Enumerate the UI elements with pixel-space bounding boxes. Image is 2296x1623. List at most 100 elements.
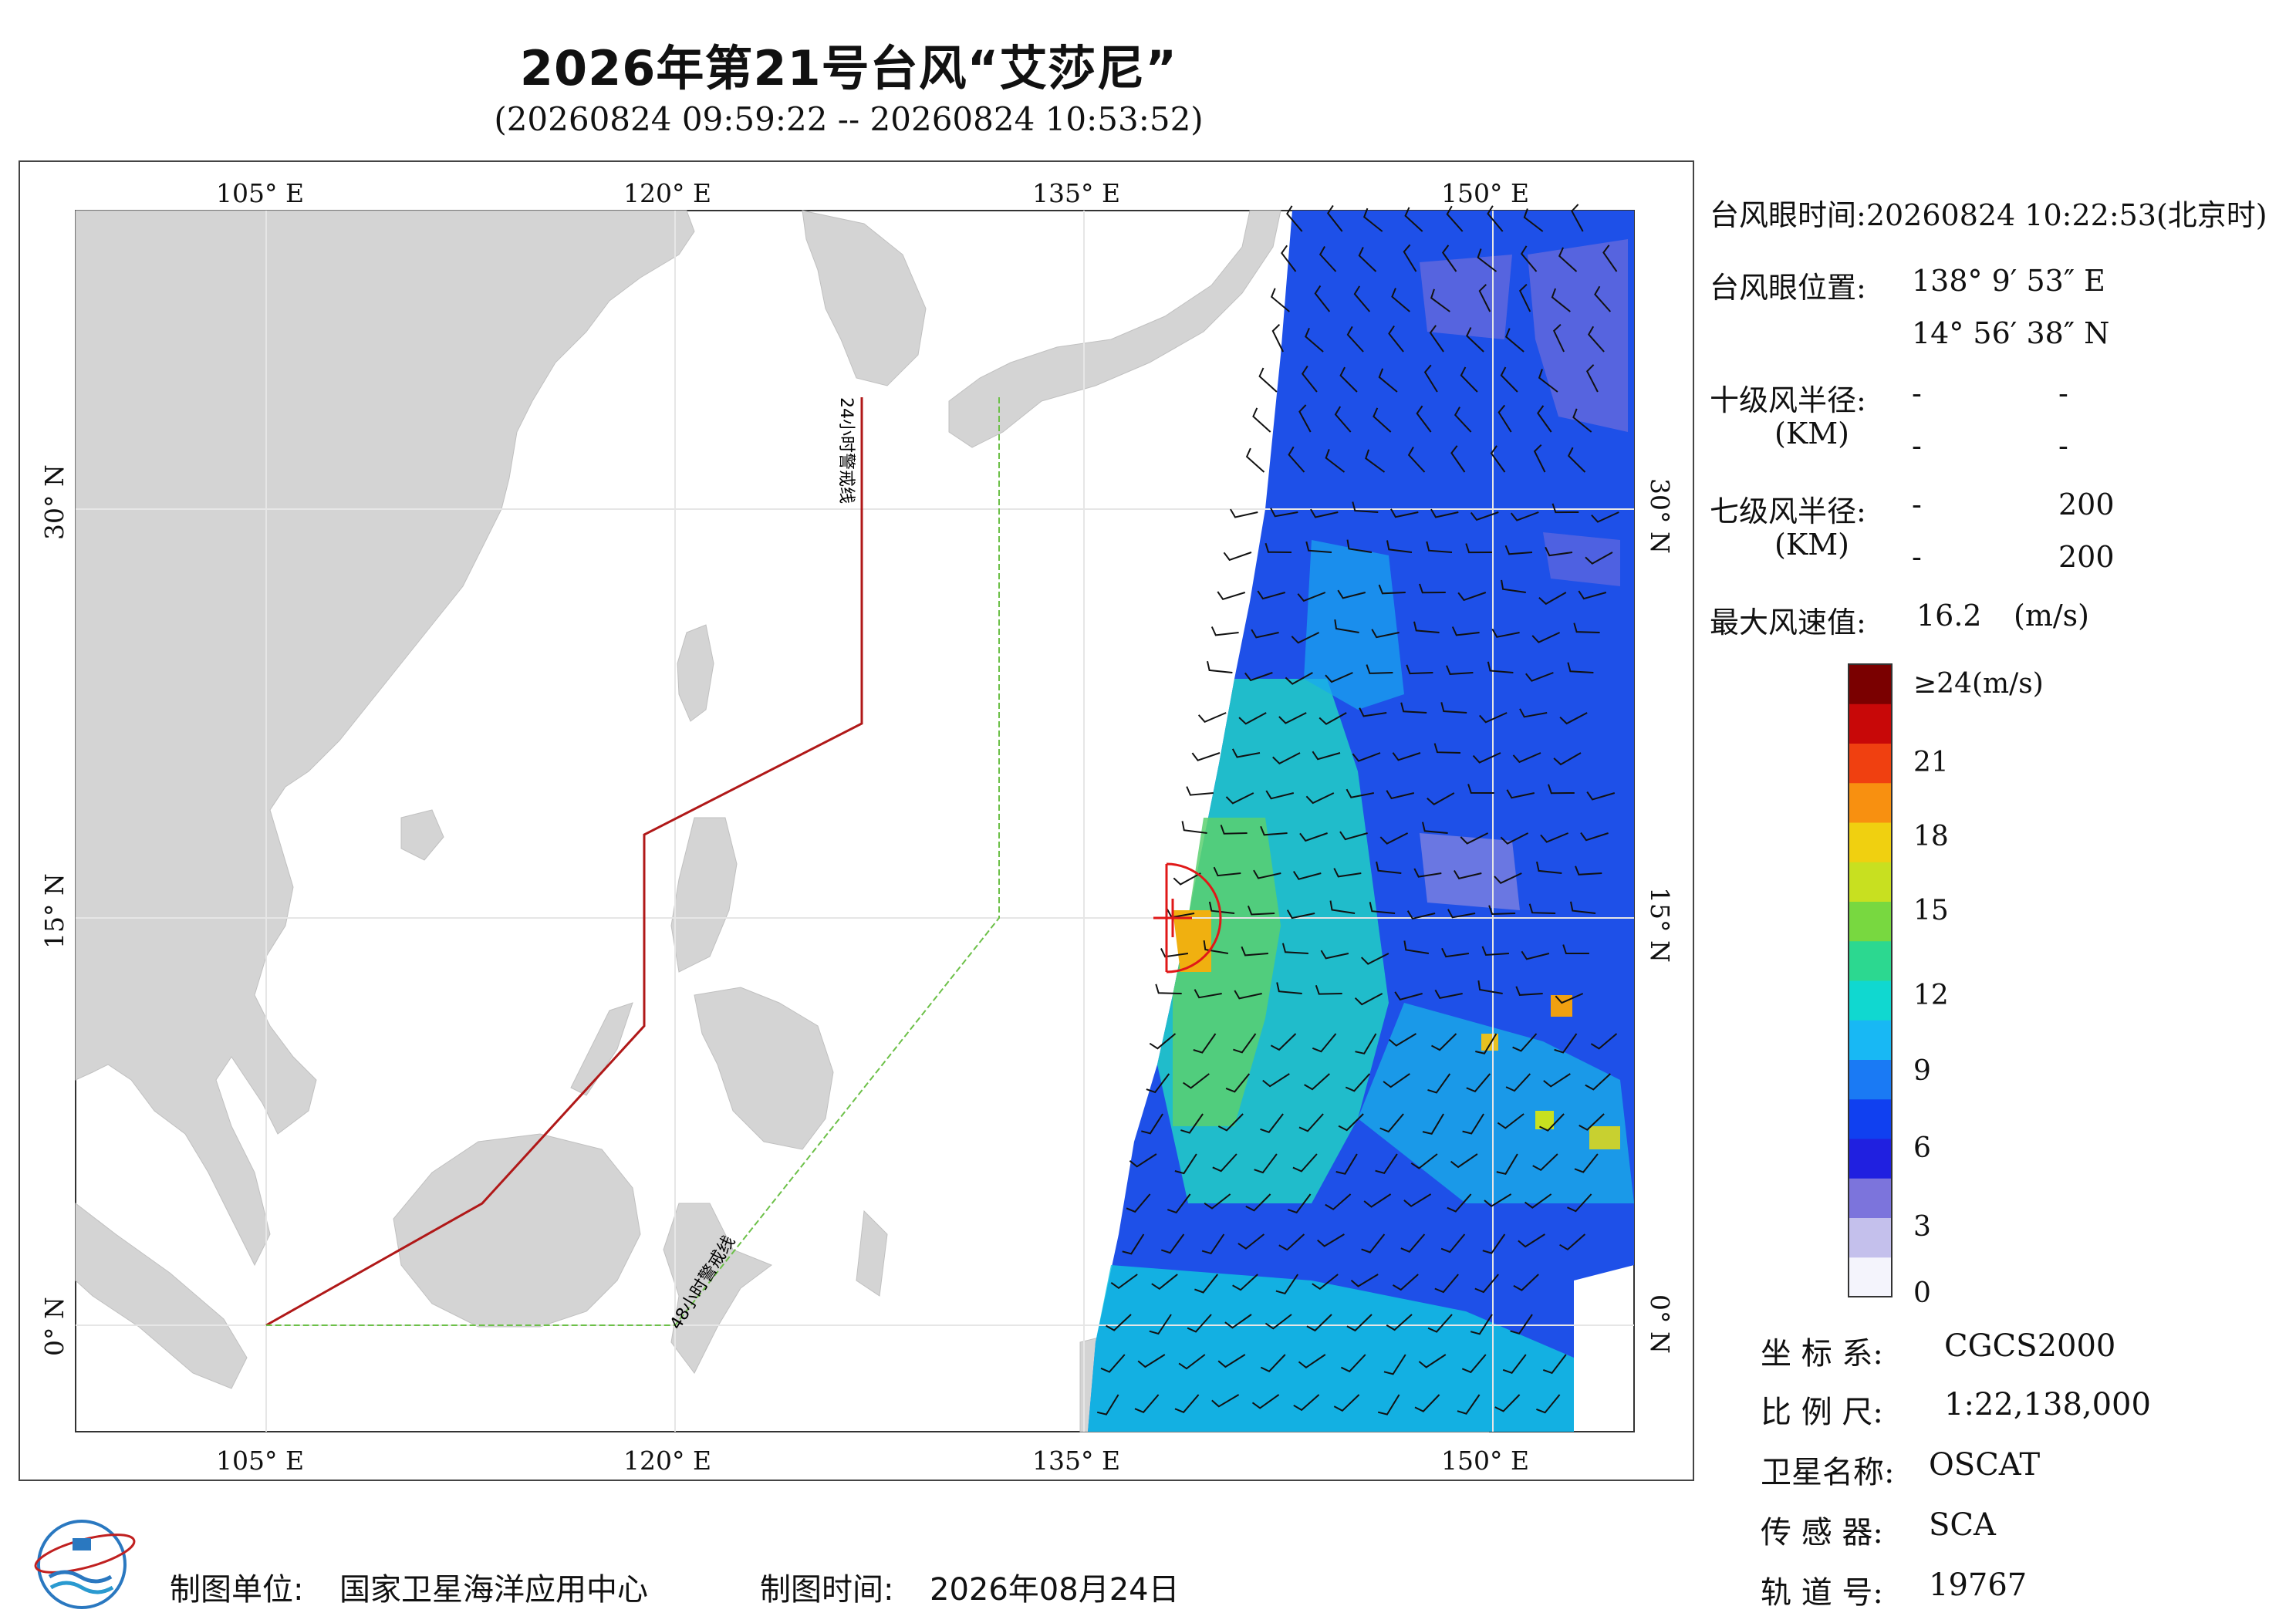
wind-barb [1558, 247, 1578, 272]
wind-barb [1231, 748, 1261, 758]
wind-barb [1363, 208, 1383, 232]
wind-barb [1477, 248, 1497, 272]
wind-barb [1427, 1073, 1451, 1094]
wind-barb [1573, 623, 1600, 633]
satellite-value: OSCAT [1929, 1447, 2041, 1483]
wind-barb [1346, 1314, 1373, 1332]
wind-barb [1100, 1354, 1126, 1373]
wind-barb [1106, 1314, 1132, 1331]
wind-barb [1270, 288, 1290, 312]
colorbar-segment [1849, 704, 1892, 744]
colorbar-segment [1849, 743, 1892, 784]
wind-barb [1470, 1314, 1493, 1335]
colorbar-segment [1849, 1139, 1892, 1179]
wind-barb [1470, 511, 1499, 521]
wind-barb [1254, 1153, 1278, 1174]
wind-barb [1392, 1274, 1419, 1291]
map-title: 2026年第21号台风“艾莎尼” [519, 40, 1178, 96]
wind-barb [1354, 993, 1383, 1006]
sensor-value: SCA [1929, 1507, 1996, 1543]
wind-barb [1504, 545, 1533, 555]
wind-barb [1134, 1394, 1160, 1414]
r10-sw: - [1912, 429, 1922, 463]
wind-barb [1211, 1394, 1240, 1408]
wind-barb [1562, 944, 1589, 954]
wind-barb [1528, 903, 1556, 914]
wind-barb [1245, 1193, 1271, 1212]
wind-barb [1430, 508, 1459, 518]
wind-barb [1358, 247, 1377, 272]
wind-speed-colorbar [1848, 663, 1893, 1297]
wind-barb [1567, 662, 1594, 673]
wind-barb [1291, 632, 1320, 644]
r7-sw: - [1912, 540, 1922, 574]
wind-barb [1422, 1113, 1444, 1135]
wind-barb [1419, 583, 1446, 594]
wind-barb [1406, 910, 1436, 920]
wind-barb [1536, 1394, 1561, 1414]
lat-label-right-15: 15° N [1645, 887, 1675, 963]
wind-barb [1570, 901, 1596, 914]
colorbar-segment [1849, 980, 1892, 1021]
wind-barb [1441, 947, 1470, 958]
wind-barb [1298, 1354, 1326, 1369]
wind-barb [1400, 702, 1427, 714]
wind-barb [1479, 712, 1508, 724]
r7-nw: 200 [2058, 540, 2115, 574]
lon-label-top-135: 135° E [1032, 178, 1120, 208]
wind-barb [1329, 900, 1356, 914]
wind-barb [1481, 946, 1509, 957]
wind-barb [1213, 866, 1241, 877]
lon-label-bottom-150: 150° E [1441, 1446, 1529, 1476]
wind-barb [1520, 245, 1538, 272]
colorbar-segment [1849, 664, 1892, 704]
wind-barb [1518, 1233, 1545, 1248]
wind-barb [1392, 752, 1421, 761]
wind-barb [1500, 366, 1518, 393]
wind-barb [1346, 539, 1373, 553]
wind-barb [1225, 792, 1254, 805]
wind-barb [1237, 1233, 1265, 1250]
wind-barb [1578, 590, 1607, 600]
wind-barb [1440, 702, 1467, 714]
wind-barb [1431, 1033, 1457, 1051]
eye-position-label: 台风眼位置: [1710, 271, 1866, 305]
wind-barb [1585, 552, 1613, 565]
max-speed-value: 16.2 [1916, 599, 1982, 633]
map-frame [19, 160, 1694, 1481]
colorbar-tick-6: 6 [1913, 1132, 1931, 1164]
wind-barb [1096, 1394, 1119, 1415]
wind-barb [1208, 901, 1235, 914]
wind-barb [1210, 626, 1239, 636]
wind-barb [1590, 1033, 1618, 1050]
wind-barb [1567, 447, 1586, 473]
wind-barb [1519, 708, 1548, 718]
wind-barb [1225, 1073, 1251, 1093]
wind-barbs [1096, 204, 1619, 1415]
colorbar-segment [1849, 862, 1892, 902]
wind-barb [1293, 1394, 1320, 1412]
wind-barb [1513, 1274, 1539, 1291]
wind-barb [1482, 1233, 1506, 1254]
typhoon-eye-marker [1153, 862, 1222, 973]
wind-barb [1122, 1233, 1145, 1255]
wind-barb [1379, 1113, 1404, 1133]
wind-barb [1383, 1354, 1406, 1375]
wind-barb [1149, 1033, 1177, 1050]
colorbar-segment [1849, 901, 1892, 942]
wind-barb [1494, 872, 1522, 885]
wind-barb [1383, 1073, 1410, 1088]
wind-barb [1461, 1354, 1487, 1374]
eye-time-row: 台风眼时间:20260824 10:22:53(北京时) [1710, 191, 2267, 234]
wind-barb [1515, 986, 1543, 996]
wind-barb [1352, 752, 1381, 762]
wind-barb [1413, 868, 1442, 878]
wind-barb [1245, 447, 1265, 473]
wind-barb [1346, 788, 1374, 798]
wind-barb [1418, 1354, 1447, 1368]
colorbar-segment [1849, 782, 1892, 823]
wind-barb [1319, 246, 1337, 272]
wind-barb [1454, 407, 1472, 433]
wind-barb [1475, 1033, 1497, 1054]
